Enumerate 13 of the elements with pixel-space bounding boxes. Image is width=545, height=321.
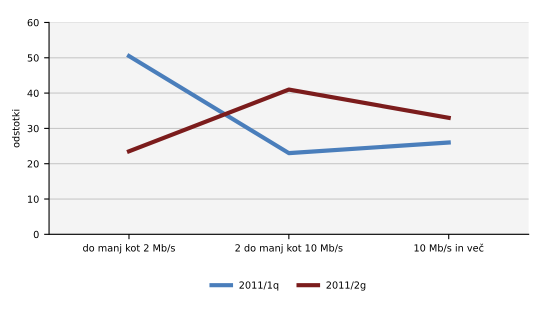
x-tick-label: do manj kot 2 Mb/s — [83, 244, 175, 254]
legend-label: 2011/1q — [239, 281, 278, 291]
y-tick-label: 30 — [28, 124, 39, 132]
y-tick-label: 20 — [28, 160, 39, 168]
y-tick-label: 40 — [27, 90, 39, 97]
x-tick-label: 10 Mb/s in več — [414, 244, 484, 252]
y-tick-label: 10 — [28, 196, 39, 203]
y-axis-title: odstotki — [12, 110, 20, 148]
legend-label: 2011/2g — [326, 281, 366, 291]
y-tick-label: 60 — [28, 18, 39, 26]
y-tick-label: 0 — [34, 230, 39, 238]
x-tick-label: 2 do manj kot 10 Mb/s — [235, 244, 343, 254]
y-tick-label: 50 — [28, 54, 39, 62]
